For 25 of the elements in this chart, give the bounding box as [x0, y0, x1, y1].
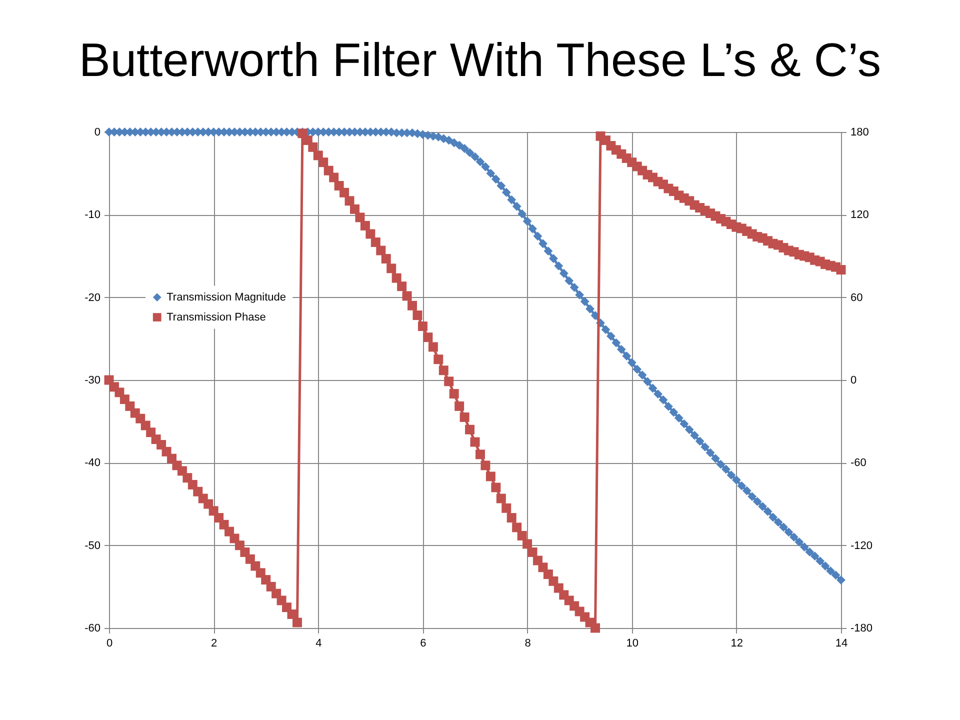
y-tick-label: 0 — [94, 126, 100, 138]
chart-title: Butterworth Filter With These L’s & C’s — [79, 33, 881, 86]
y2-tick-label: -60 — [850, 457, 866, 470]
legend-label: Transmission Phase — [166, 311, 266, 324]
x-tick-label: 10 — [626, 638, 638, 650]
y2-tick-label: 120 — [850, 209, 869, 222]
y2-tick-label: -180 — [850, 622, 873, 634]
y2-tick-label: 60 — [850, 292, 863, 304]
y-tick-label: -60 — [84, 622, 100, 634]
y2-tick-label: 180 — [850, 126, 869, 138]
legend-label: Transmission Magnitude — [166, 291, 286, 304]
y-tick-label: -40 — [84, 457, 100, 470]
x-tick-label: 6 — [420, 638, 426, 650]
y-tick-label: -50 — [84, 540, 100, 552]
y2-tick-label: 0 — [850, 374, 857, 386]
y-tick-label: -30 — [84, 374, 100, 386]
y2-tick-label: -120 — [850, 540, 873, 552]
y-tick-label: -20 — [84, 292, 100, 304]
x-tick-label: 12 — [730, 638, 744, 650]
x-tick-label: 4 — [316, 638, 322, 650]
x-tick-label: 14 — [835, 638, 848, 650]
x-tick-label: 0 — [106, 638, 113, 650]
x-tick-label: 8 — [524, 638, 531, 650]
y-tick-label: -10 — [84, 209, 100, 222]
x-tick-label: 2 — [211, 638, 218, 650]
